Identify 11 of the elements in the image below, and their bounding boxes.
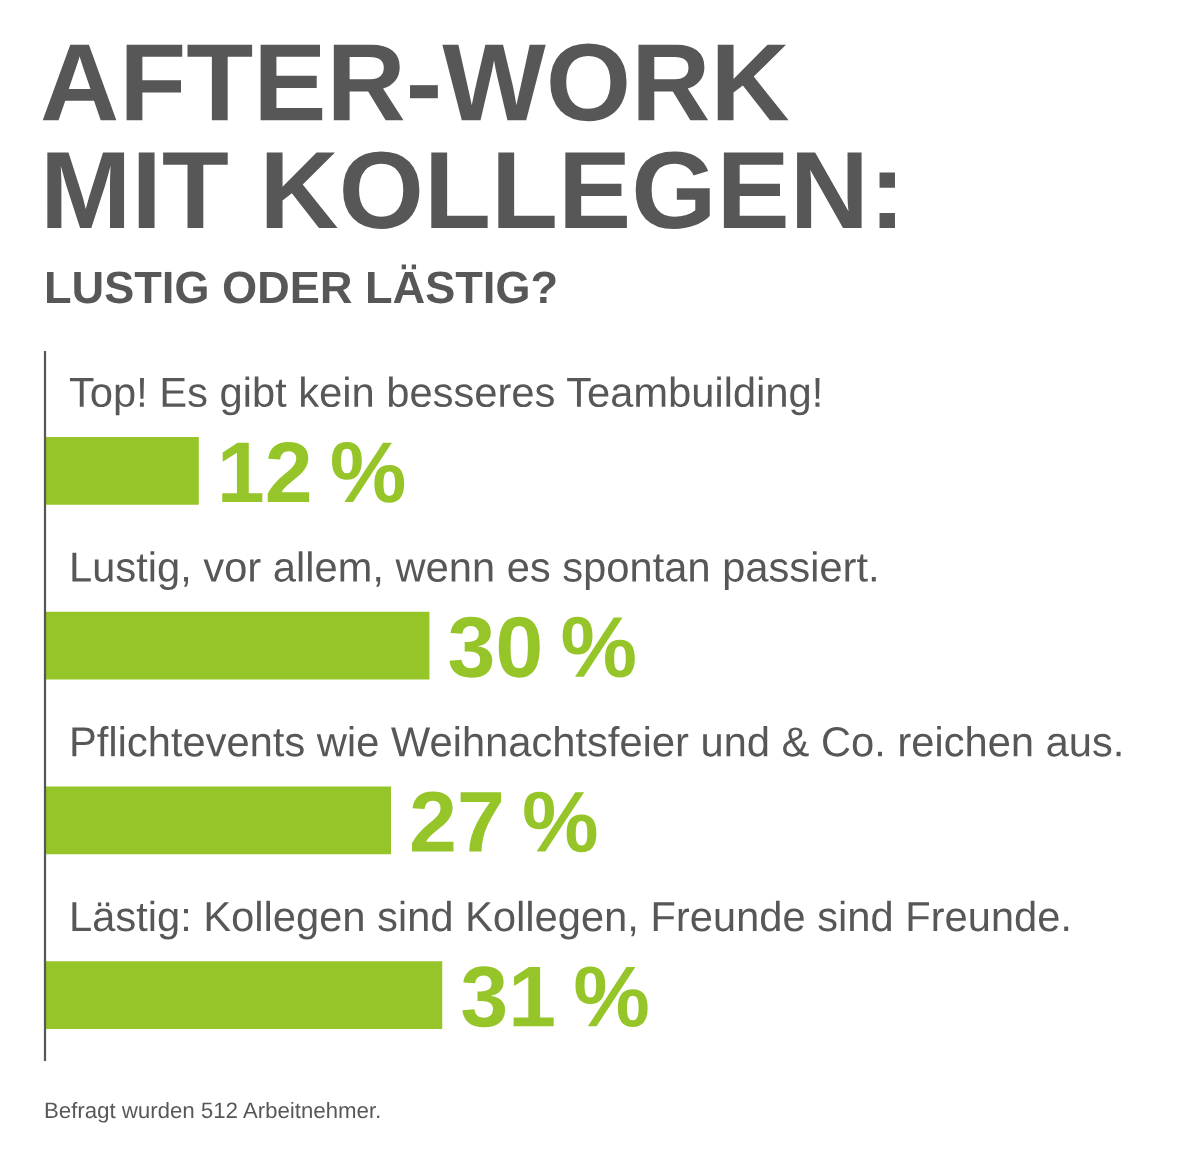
chart-title: AFTER-WORK MIT KOLLEGEN: xyxy=(42,43,895,230)
y-tick-label: Pflichtevents wie Weihnachtsfeier und & Co. reichen aus. xyxy=(72,726,1121,757)
y-tick-label: Top! Es gibt kein besseres Teambuilding! xyxy=(69,376,820,416)
chart-subtitle: LUSTIG ODER LÄSTIG? xyxy=(47,264,556,304)
data-label: 12 % xyxy=(222,441,405,503)
y-tick-label: Lästig: Kollegen sind Kollegen, Freunde sind Freunde. xyxy=(72,900,1069,940)
data-label: 30 % xyxy=(449,616,635,678)
text: Befragt wurden 512 Arbeitnehmer. xyxy=(45,1101,380,1123)
data-label: 27 % xyxy=(412,791,597,853)
y-tick-label: Lustig, vor allem, wenn es spontan passiert. xyxy=(72,551,876,591)
data-label: 31 % xyxy=(462,966,648,1028)
